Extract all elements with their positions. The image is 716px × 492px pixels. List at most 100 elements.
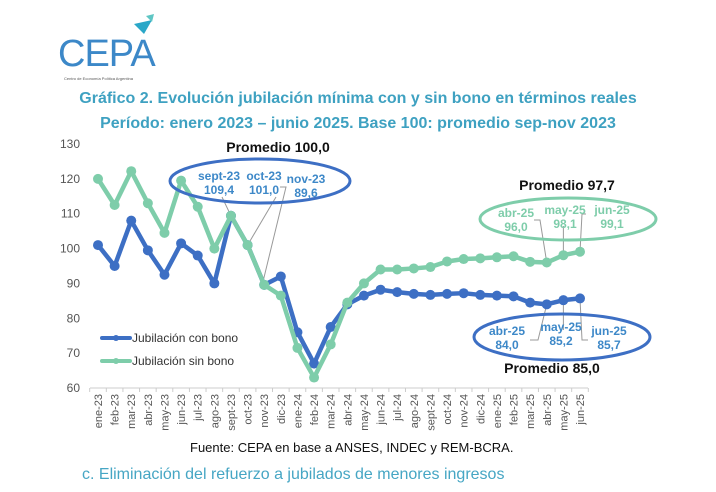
logo-triangle-icon xyxy=(134,14,154,34)
data-point-con-bono xyxy=(159,269,170,280)
source-note: Fuente: CEPA en base a ANSES, INDEC y RE… xyxy=(190,440,514,455)
data-point-con-bono xyxy=(325,322,336,332)
data-point-sin-bono xyxy=(275,290,286,301)
x-tick-label: feb-23 xyxy=(110,394,122,425)
annotation-sin-bono-heading: Promedio 97,7 xyxy=(519,177,615,193)
x-tick-label: ene-23 xyxy=(93,394,105,428)
annotation-sin-bono-value: 98,1 xyxy=(553,217,577,231)
y-axis: 60 70 80 90 100 110 120 130 xyxy=(60,137,80,395)
data-point-con-bono xyxy=(275,271,286,282)
x-tick-label: feb-24 xyxy=(309,394,321,425)
annotation-con-bono-value: 85,7 xyxy=(597,338,621,352)
data-point-sin-bono xyxy=(475,253,486,264)
leader-line xyxy=(579,298,588,341)
x-tick-label: jul-24 xyxy=(392,394,404,422)
leader-line xyxy=(261,186,287,285)
annotation-con-bono-ellipse xyxy=(472,312,652,362)
data-point-sin-bono xyxy=(242,240,253,251)
x-tick-label: sept-23 xyxy=(226,394,238,431)
x-tick-label: dic-23 xyxy=(276,394,288,424)
x-tick-label: jun-24 xyxy=(376,394,388,426)
leader-line xyxy=(579,213,586,252)
x-tick-label: oct-24 xyxy=(442,394,454,425)
data-point-con-bono xyxy=(392,287,403,298)
annotation-top-label: sept-23 xyxy=(198,169,240,183)
chart-subtitle: Período: enero 2023 – junio 2025. Base 1… xyxy=(100,115,616,132)
legend-marker-con-bono xyxy=(113,335,119,341)
data-point-con-bono xyxy=(558,295,569,306)
data-point-con-bono xyxy=(475,289,486,300)
x-tick-label: oct-23 xyxy=(243,394,255,425)
annotation-sin-bono-label: may-25 xyxy=(544,203,586,217)
annotation-top-value: 101,0 xyxy=(249,183,279,197)
data-point-sin-bono xyxy=(259,279,270,290)
logo-subtitle: Centro de Economía Política Argentina xyxy=(64,76,133,81)
annotation-con-bono-label: jun-25 xyxy=(590,324,627,338)
data-point-con-bono xyxy=(358,290,369,301)
x-tick-label: may-24 xyxy=(359,394,371,431)
x-tick-label: abr-24 xyxy=(342,394,354,426)
leader-line xyxy=(247,196,277,246)
data-point-sin-bono xyxy=(93,173,103,184)
x-tick-label: nov-23 xyxy=(259,394,271,428)
annotation-top-ellipse xyxy=(168,157,352,205)
data-point-sin-bono xyxy=(209,243,220,254)
x-tick-label: ene-25 xyxy=(492,394,504,428)
data-point-con-bono xyxy=(525,297,536,308)
legend-label-con-bono: Jubilación con bono xyxy=(132,331,238,345)
data-point-sin-bono xyxy=(358,278,369,289)
data-point-con-bono xyxy=(491,290,502,301)
data-point-sin-bono xyxy=(541,257,552,268)
data-point-sin-bono xyxy=(375,264,386,275)
data-point-sin-bono xyxy=(392,264,403,275)
data-point-sin-bono xyxy=(176,175,187,186)
annotation-con-bono-value: 84,0 xyxy=(495,338,519,352)
y-tick-label: 80 xyxy=(67,311,81,325)
y-tick-label: 100 xyxy=(60,242,80,256)
annotation-sin-bono-label: abr-25 xyxy=(498,206,534,220)
data-point-sin-bono xyxy=(425,262,436,273)
y-tick-label: 120 xyxy=(60,172,80,186)
y-tick-label: 60 xyxy=(67,381,81,395)
y-tick-label: 130 xyxy=(60,137,80,151)
data-point-con-bono xyxy=(126,215,137,226)
x-tick-label: dic-24 xyxy=(475,394,487,424)
data-point-con-bono xyxy=(192,250,203,261)
data-point-con-bono xyxy=(575,293,585,304)
leader-line xyxy=(530,304,548,341)
annotation-con-bono-label: abr-25 xyxy=(489,324,525,338)
x-tick-label: feb-25 xyxy=(509,394,521,425)
series-lines xyxy=(93,166,585,383)
data-point-con-bono xyxy=(541,299,552,310)
data-point-sin-bono xyxy=(575,246,585,257)
x-tick-label: jun-25 xyxy=(575,394,587,426)
annotation-con-bono-value: 85,2 xyxy=(549,334,573,348)
data-point-sin-bono xyxy=(408,263,419,274)
x-tick-label: ago-23 xyxy=(209,394,221,428)
cepa-logo: CEPA Centro de Economía Política Argenti… xyxy=(58,14,158,84)
data-point-sin-bono xyxy=(109,200,120,210)
data-point-con-bono xyxy=(142,245,153,256)
data-point-con-bono xyxy=(425,289,436,300)
section-heading: c. Eliminación del refuerzo a jubilados … xyxy=(82,466,505,483)
annotation-con-bono-label: may-25 xyxy=(540,320,582,334)
x-tick-label: ago-24 xyxy=(409,394,421,428)
data-point-con-bono xyxy=(375,284,386,295)
x-tick-label: mar-25 xyxy=(525,394,537,429)
data-point-sin-bono xyxy=(558,250,569,261)
leader-line xyxy=(534,219,548,263)
data-point-con-bono xyxy=(458,288,469,299)
annotation-top-heading: Promedio 100,0 xyxy=(226,139,330,155)
y-tick-label: 90 xyxy=(67,276,81,290)
data-point-con-bono xyxy=(508,291,519,302)
x-tick-label: mar-24 xyxy=(326,394,338,429)
data-point-sin-bono xyxy=(325,339,336,350)
annotation-top-value: 109,4 xyxy=(204,183,234,197)
chart-title: Gráfico 2. Evolución jubilación mínima c… xyxy=(79,90,637,107)
y-tick-label: 110 xyxy=(61,207,80,221)
annotation-sin-bono-value: 99,1 xyxy=(600,217,624,231)
x-tick-label: may-23 xyxy=(159,394,171,431)
annotation-sin-bono-value: 96,0 xyxy=(504,220,528,234)
data-point-sin-bono xyxy=(225,210,236,221)
